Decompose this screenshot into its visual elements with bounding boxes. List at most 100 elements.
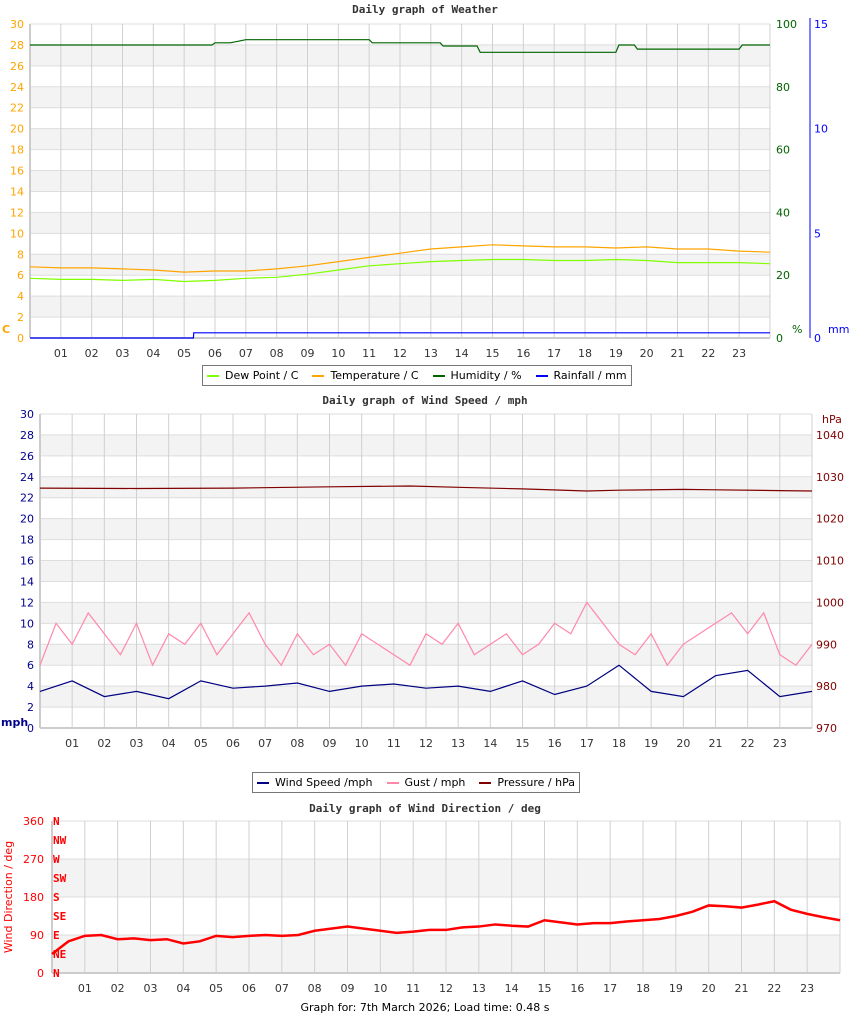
- left-tick-label: 26: [10, 60, 24, 73]
- compass-label: S: [53, 891, 60, 904]
- x-tick-label: 13: [424, 347, 438, 360]
- left-tick-label: 26: [20, 450, 34, 463]
- pressure-tick-label: 1040: [816, 429, 844, 442]
- legend-label: Dew Point / C: [225, 369, 299, 382]
- left-tick-label: 14: [10, 185, 24, 198]
- x-tick-label: 18: [636, 982, 650, 995]
- legend-wind: Wind Speed /mph Gust / mph Pressure / hP…: [252, 772, 580, 793]
- x-tick-label: 19: [644, 737, 658, 750]
- x-tick-label: 17: [547, 347, 561, 360]
- pressure-tick-label: 970: [816, 722, 837, 735]
- x-tick-label: 05: [194, 737, 208, 750]
- left-tick-label: 22: [10, 102, 24, 115]
- compass-label: N: [53, 967, 60, 980]
- left-tick-label: 20: [10, 123, 24, 136]
- left-tick-label: 14: [20, 575, 34, 588]
- y-tick-label: 180: [23, 891, 44, 904]
- x-tick-label: 18: [578, 347, 592, 360]
- x-tick-label: 02: [85, 347, 99, 360]
- legend-label: Pressure / hPa: [497, 776, 575, 789]
- left-tick-label: 18: [20, 534, 34, 547]
- x-tick-label: 11: [387, 737, 401, 750]
- x-tick-label: 15: [538, 982, 552, 995]
- x-tick-label: 23: [800, 982, 814, 995]
- left-tick-label: 16: [10, 165, 24, 178]
- x-tick-label: 23: [773, 737, 787, 750]
- x-tick-label: 20: [702, 982, 716, 995]
- x-tick-label: 07: [258, 737, 272, 750]
- rain-tick-label: 0: [814, 332, 821, 345]
- x-tick-label: 13: [472, 982, 486, 995]
- x-tick-label: 04: [146, 347, 160, 360]
- left-tick-label: 30: [10, 18, 24, 31]
- rain-tick-label: 5: [814, 227, 821, 240]
- x-tick-label: 14: [505, 982, 519, 995]
- left-tick-label: 24: [20, 471, 34, 484]
- y-tick-label: 90: [30, 929, 44, 942]
- legend-label: Temperature / C: [330, 369, 419, 382]
- humidity-tick-label: 100: [776, 18, 797, 31]
- x-tick-label: 21: [709, 737, 723, 750]
- x-tick-label: 14: [483, 737, 497, 750]
- x-tick-label: 10: [331, 347, 345, 360]
- x-tick-label: 04: [162, 737, 176, 750]
- left-tick-label: 30: [20, 408, 34, 421]
- pressure-tick-label: 1020: [816, 513, 844, 526]
- x-tick-label: 08: [308, 982, 322, 995]
- x-tick-label: 22: [741, 737, 755, 750]
- left-tick-label: 28: [10, 39, 24, 52]
- x-tick-label: 14: [455, 347, 469, 360]
- series-line: [39, 601, 813, 667]
- left-axis-unit: mph: [1, 716, 28, 729]
- x-tick-label: 06: [242, 982, 256, 995]
- chart-title: Daily graph of Wind Speed / mph: [322, 394, 527, 407]
- x-tick-label: 03: [130, 737, 144, 750]
- x-tick-label: 07: [239, 347, 253, 360]
- legend-item: Pressure / hPa: [479, 776, 575, 789]
- x-tick-label: 18: [612, 737, 626, 750]
- direction-series: [51, 899, 841, 955]
- left-tick-label: 8: [17, 248, 24, 261]
- legend-item: Temperature / C: [312, 369, 419, 382]
- legend-item: Dew Point / C: [207, 369, 298, 382]
- left-tick-label: 18: [10, 144, 24, 157]
- chart-title: Daily graph of Wind Direction / deg: [309, 802, 541, 815]
- x-tick-label: 06: [208, 347, 222, 360]
- compass-label: SE: [53, 910, 66, 923]
- left-tick-label: 4: [17, 290, 24, 303]
- left-tick-label: 28: [20, 429, 34, 442]
- y-tick-label: 0: [37, 967, 44, 980]
- x-tick-label: 16: [548, 737, 562, 750]
- x-tick-label: 15: [516, 737, 530, 750]
- x-tick-label: 16: [570, 982, 584, 995]
- left-tick-label: 24: [10, 81, 24, 94]
- compass-label: NW: [53, 834, 67, 847]
- pressure-tick-label: 1000: [816, 596, 844, 609]
- humidity-tick-label: 60: [776, 144, 790, 157]
- legend-item: Wind Speed /mph: [257, 776, 373, 789]
- legend-weather: Dew Point / C Temperature / C Humidity /…: [202, 365, 632, 386]
- rain-axis-unit: mm: [828, 323, 849, 336]
- series-line: [29, 258, 771, 283]
- compass-label: SW: [53, 872, 67, 885]
- left-tick-label: 10: [20, 617, 34, 630]
- pressure-tick-label: 1030: [816, 471, 844, 484]
- x-tick-label: 09: [341, 982, 355, 995]
- x-tick-label: 15: [486, 347, 500, 360]
- x-tick-label: 05: [177, 347, 191, 360]
- y-tick-label: 360: [23, 815, 44, 828]
- left-tick-label: 2: [17, 311, 24, 324]
- left-tick-label: 22: [20, 492, 34, 505]
- legend-label: Humidity / %: [450, 369, 522, 382]
- x-tick-label: 11: [406, 982, 420, 995]
- compass-label: E: [53, 929, 60, 942]
- x-tick-label: 07: [275, 982, 289, 995]
- x-tick-label: 02: [97, 737, 111, 750]
- left-tick-label: 4: [27, 680, 34, 693]
- legend-item: Gust / mph: [386, 776, 465, 789]
- humidity-tick-label: 20: [776, 269, 790, 282]
- x-tick-label: 17: [603, 982, 617, 995]
- left-tick-label: 8: [27, 638, 34, 651]
- x-tick-label: 04: [176, 982, 190, 995]
